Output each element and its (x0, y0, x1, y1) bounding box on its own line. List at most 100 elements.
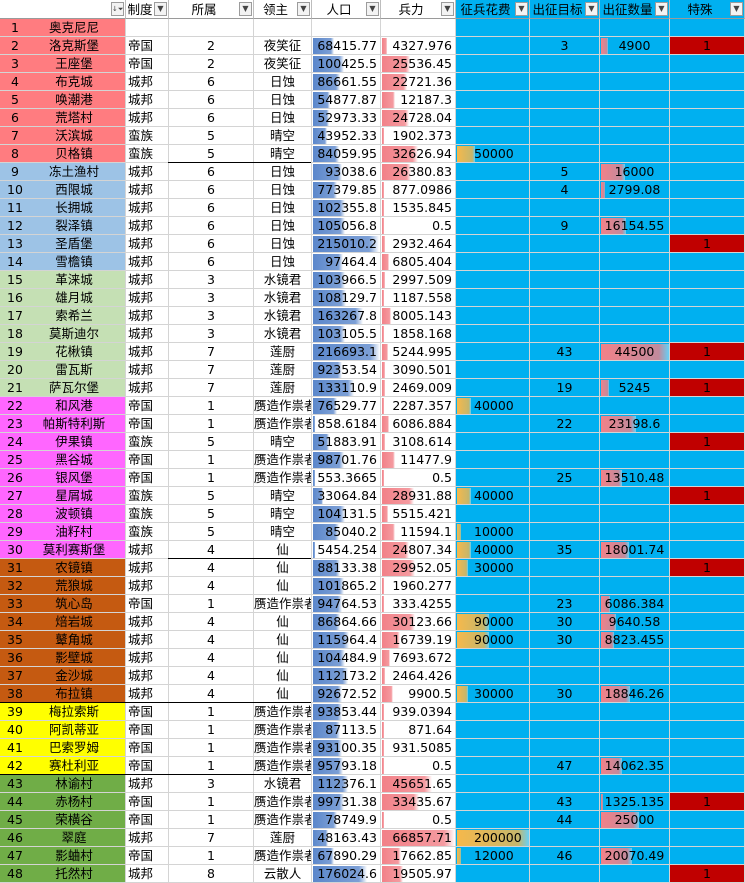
population-cell-bar (313, 650, 345, 666)
faction-cell: 1 (169, 721, 254, 739)
special-cell (670, 181, 745, 199)
table-row-name-cell: 28 波顿镇 (0, 505, 126, 523)
population-cell-bar (313, 794, 344, 810)
conscription-cost-cell (456, 865, 530, 883)
filter-dropdown-icon[interactable]: ▼ (366, 2, 379, 16)
troops-cell: 12187.3 (381, 91, 456, 109)
lord-cell: 云散人 (254, 865, 312, 883)
population-cell-bar (313, 344, 380, 360)
town-name: 雄月城 (55, 290, 93, 305)
special-cell (670, 163, 745, 181)
faction-cell: 1 (169, 757, 254, 775)
troops-cell-value: 3090.501 (392, 362, 452, 377)
table-row-name-cell: 45 荣横谷 (0, 811, 126, 829)
quantity-cell: 16000 (600, 163, 670, 181)
header-row-id[interactable]: ↓⏷ (0, 0, 126, 19)
header-quantity-label: 出征数量 (602, 2, 653, 17)
population-cell-value: 78749.9 (325, 812, 377, 827)
troops-cell-bar (382, 416, 389, 432)
population-cell: 108129.7 (312, 289, 381, 307)
troops-cell-bar (382, 74, 407, 90)
population-cell-bar (313, 56, 344, 72)
troops-cell: 11477.9 (381, 451, 456, 469)
header-conscription-cost[interactable]: 征兵花费 ▼ (456, 0, 530, 19)
target-cell: 23 (530, 595, 600, 613)
population-cell: 85040.2 (312, 523, 381, 541)
population-cell-bar (313, 308, 363, 324)
filter-dropdown-icon[interactable]: ▼ (441, 2, 454, 16)
population-cell: 92672.52 (312, 685, 381, 703)
filter-dropdown-icon[interactable]: ▼ (239, 2, 252, 16)
troops-cell-bar (382, 182, 384, 198)
population-cell-value: 68415.77 (317, 38, 377, 53)
filter-dropdown-icon[interactable]: ▼ (297, 2, 310, 16)
population-cell-bar (313, 362, 342, 378)
header-target[interactable]: 出征目标 ▼ (530, 0, 600, 19)
population-cell-bar (313, 758, 343, 774)
special-cell (670, 829, 745, 847)
header-special[interactable]: 特殊 ▼ (670, 0, 745, 19)
lord-cell: 赝造作祟者 (254, 721, 312, 739)
troops-cell: 0.5 (381, 217, 456, 235)
troops-cell-bar (382, 290, 384, 306)
header-lord[interactable]: 领主 ▼ (254, 0, 312, 19)
regime-cell: 城邦 (126, 73, 169, 91)
troops-cell-bar (382, 596, 384, 612)
quantity-cell: 20070.49 (600, 847, 670, 865)
special-cell: 1 (670, 235, 745, 253)
quantity-cell (600, 667, 670, 685)
table-row-name-cell: 44 赤杨村 (0, 793, 126, 811)
table-row-name-cell: 47 影蛐村 (0, 847, 126, 865)
row-id: 9 (11, 164, 19, 179)
header-troops-label: 兵力 (398, 2, 424, 17)
header-quantity[interactable]: 出征数量 ▼ (600, 0, 670, 19)
sort-filter-icon[interactable]: ↓⏷ (111, 2, 124, 16)
group-separator (0, 774, 311, 775)
troops-cell-value: 7693.672 (392, 650, 452, 665)
row-id: 31 (7, 560, 23, 575)
regime-cell: 城邦 (126, 91, 169, 109)
population-cell: 176024.6 (312, 865, 381, 883)
header-population[interactable]: 人口 ▼ (312, 0, 381, 19)
lord-cell: 赝造作祟者 (254, 757, 312, 775)
lord-cell: 赝造作祟者 (254, 739, 312, 757)
troops-cell: 0.5 (381, 469, 456, 487)
lord-cell: 仙 (254, 577, 312, 595)
quantity-cell: 13510.48 (600, 469, 670, 487)
lord-cell: 日蚀 (254, 181, 312, 199)
quantity-cell (600, 577, 670, 595)
header-regime-label: 制度 (127, 2, 153, 17)
filter-dropdown-icon[interactable]: ▼ (154, 2, 167, 16)
filter-dropdown-icon[interactable]: ▼ (655, 2, 668, 16)
row-id: 23 (7, 416, 23, 431)
row-id: 25 (7, 452, 23, 467)
conscription-cost-cell (456, 91, 530, 109)
filter-dropdown-icon[interactable]: ▼ (585, 2, 598, 16)
faction-cell: 4 (169, 559, 254, 577)
row-id: 21 (7, 380, 23, 395)
header-troops[interactable]: 兵力 ▼ (381, 0, 456, 19)
group-separator (168, 558, 311, 559)
conscription-cost-cell-bar (457, 488, 471, 504)
lord-cell: 莲厨 (254, 379, 312, 397)
conscription-cost-cell (456, 505, 530, 523)
population-cell-bar (313, 578, 344, 594)
table-row-name-cell: 19 花楸镇 (0, 343, 126, 361)
population-cell-bar (313, 272, 345, 288)
filter-dropdown-icon[interactable]: ▼ (515, 2, 528, 16)
table-row-name-cell: 35 鼙角城 (0, 631, 126, 649)
row-id: 7 (11, 128, 19, 143)
conscription-cost-cell (456, 739, 530, 757)
regime-cell: 城邦 (126, 379, 169, 397)
faction-cell: 1 (169, 847, 254, 865)
filter-dropdown-icon[interactable]: ▼ (730, 2, 743, 16)
table-row-name-cell: 11 长拥城 (0, 199, 126, 217)
lord-cell: 仙 (254, 541, 312, 559)
quantity-cell-value: 25000 (614, 812, 655, 827)
row-id: 13 (7, 236, 23, 251)
conscription-cost-cell (456, 595, 530, 613)
header-regime[interactable]: 制度 ▼ (126, 0, 169, 19)
quantity-cell (600, 271, 670, 289)
header-faction[interactable]: 所属 ▼ (169, 0, 254, 19)
faction-cell (169, 19, 254, 37)
